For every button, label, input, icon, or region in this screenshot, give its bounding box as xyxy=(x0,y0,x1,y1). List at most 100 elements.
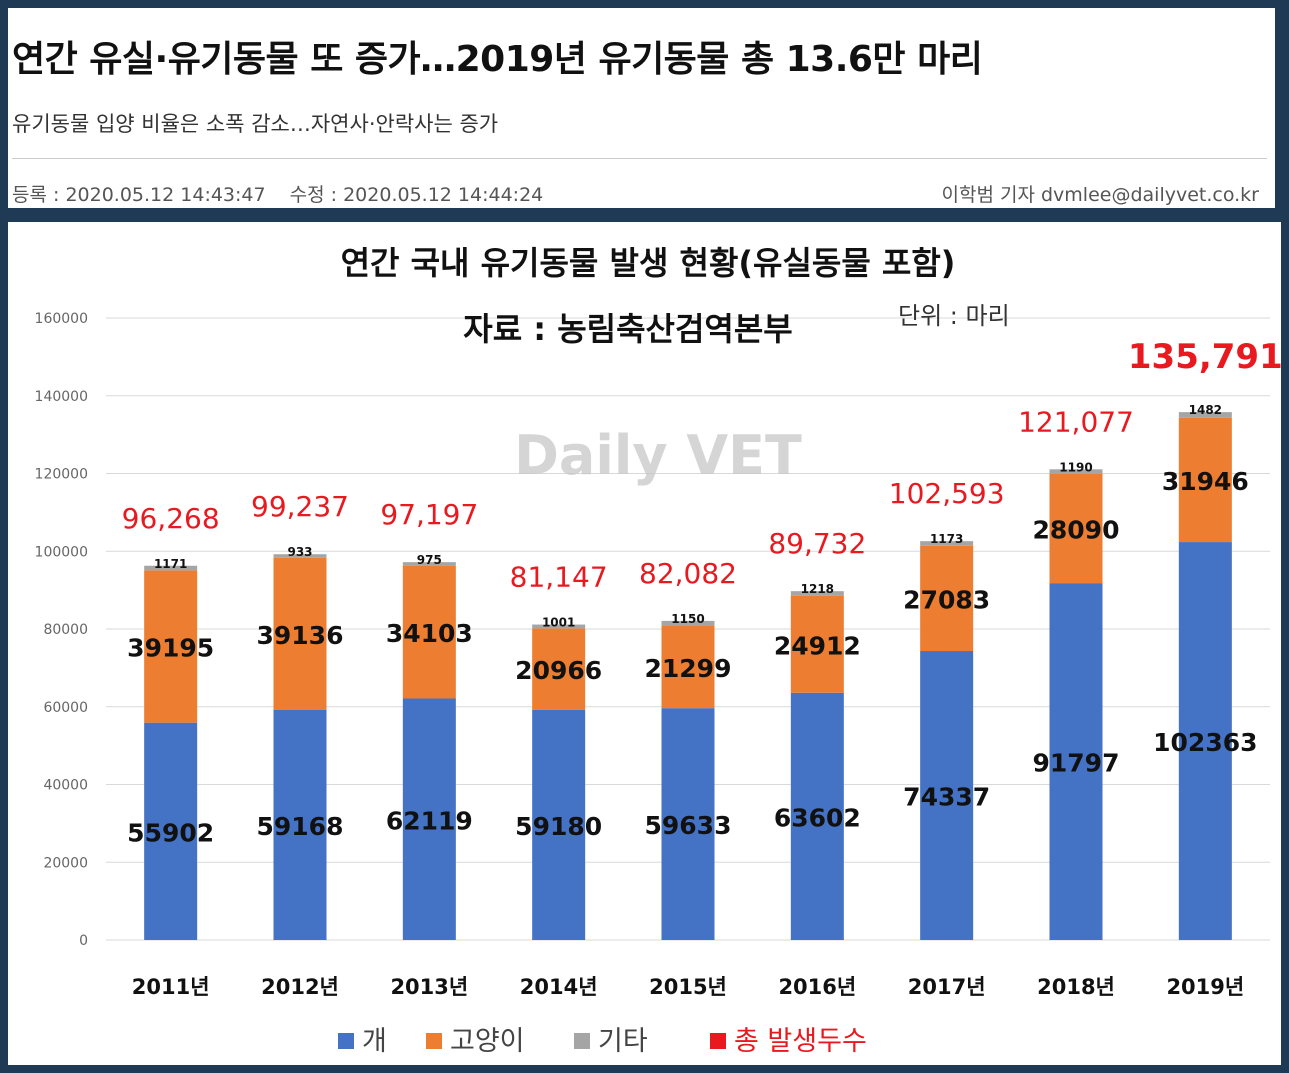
chart-title: 연간 국내 유기동물 발생 현황(유실동물 포함) xyxy=(341,244,956,282)
bar-segment xyxy=(661,620,715,626)
data-label: 34103 xyxy=(386,619,473,648)
data-label: 24912 xyxy=(774,631,861,660)
data-label: 1171 xyxy=(154,557,187,571)
bar-segment xyxy=(790,595,844,693)
data-label: 1001 xyxy=(542,616,575,630)
bar-segment xyxy=(532,624,586,629)
y-tick-label: 20000 xyxy=(43,855,88,871)
bar-segment xyxy=(1178,417,1232,543)
data-label: 59180 xyxy=(515,812,602,841)
bar-segment xyxy=(402,698,456,940)
watermark: Daily VET xyxy=(514,424,802,487)
bar-segment xyxy=(920,545,974,652)
y-tick-label: 0 xyxy=(79,933,88,949)
data-label: 31946 xyxy=(1162,467,1249,496)
bar-segment xyxy=(402,562,456,566)
data-label: 59168 xyxy=(257,812,344,841)
total-label: 99,237 xyxy=(251,490,349,523)
legend-label: 고양이 xyxy=(450,1026,525,1057)
data-label: 74337 xyxy=(903,783,990,812)
article-subheadline: 유기동물 입양 비율은 소폭 감소…자연사·안락사는 증가 xyxy=(12,112,499,136)
divider xyxy=(12,158,1267,159)
data-label: 91797 xyxy=(1033,749,1120,778)
data-label: 975 xyxy=(417,553,442,567)
data-label: 1482 xyxy=(1189,403,1222,417)
data-label: 62119 xyxy=(386,806,473,835)
data-label: 1218 xyxy=(801,582,834,596)
article-header: 연간 유실·유기동물 또 증가…2019년 유기동물 총 13.6만 마리 유기… xyxy=(6,6,1277,210)
total-label: 82,082 xyxy=(639,557,737,590)
bar-segment xyxy=(144,565,198,571)
bar-segment xyxy=(144,570,198,723)
article-headline: 연간 유실·유기동물 또 증가…2019년 유기동물 총 13.6만 마리 xyxy=(12,39,983,80)
data-label: 1173 xyxy=(930,532,963,546)
data-label: 59633 xyxy=(645,811,732,840)
data-label: 1190 xyxy=(1059,460,1092,474)
chart-subtitle: 자료 : 농림축산검역본부 xyxy=(463,310,792,348)
x-tick-label: 2015년 xyxy=(649,975,727,999)
data-label: 933 xyxy=(287,545,312,559)
bar-segment xyxy=(144,722,198,940)
total-label: 97,197 xyxy=(380,498,478,531)
x-tick-label: 2016년 xyxy=(778,975,856,999)
legend-label: 기타 xyxy=(598,1026,648,1057)
bar-segment xyxy=(1049,583,1103,940)
bar-segment xyxy=(1049,473,1103,584)
legend-label: 총 발생두수 xyxy=(734,1026,867,1057)
total-label: 121,077 xyxy=(1018,405,1134,438)
bar-segment xyxy=(1178,412,1232,418)
legend-swatch xyxy=(574,1033,590,1049)
chart-panel: 0 20000 40000 60000 80000 100000 120000 140000 1… xyxy=(6,220,1283,1067)
bar-segment xyxy=(532,628,586,710)
bar-segment xyxy=(790,591,844,596)
data-label: 27083 xyxy=(903,585,990,614)
total-label: 89,732 xyxy=(768,527,866,560)
bar-segment xyxy=(790,692,844,940)
data-label: 28090 xyxy=(1033,516,1120,545)
data-label: 39195 xyxy=(127,633,214,662)
registered-date: 등록 : 2020.05.12 14:43:47 xyxy=(12,184,266,206)
x-tick-label: 2019년 xyxy=(1166,975,1244,999)
bar-segment xyxy=(532,709,586,940)
unit-note: 단위 : 마리 xyxy=(898,302,1010,330)
article-dates: 등록 : 2020.05.12 14:43:47 수정 : 2020.05.12… xyxy=(12,180,561,207)
x-tick-label: 2013년 xyxy=(390,975,468,999)
x-tick-label: 2014년 xyxy=(520,975,598,999)
y-tick-label: 40000 xyxy=(43,778,88,794)
bar-segment xyxy=(661,708,715,940)
legend-label: 개 xyxy=(362,1026,387,1057)
bar-segment xyxy=(273,554,327,558)
total-label: 81,147 xyxy=(510,561,608,594)
total-label: 102,593 xyxy=(889,477,1005,510)
y-tick-label: 120000 xyxy=(35,467,88,483)
data-label: 39136 xyxy=(257,621,344,650)
bar-segment xyxy=(661,625,715,709)
x-tick-label: 2011년 xyxy=(132,975,210,999)
y-tick-label: 80000 xyxy=(43,622,88,638)
bar-segment xyxy=(920,541,974,546)
bar-segment xyxy=(273,557,327,710)
data-label: 20966 xyxy=(515,656,602,685)
article-byline[interactable]: 이학범 기자 dvmlee@dailyvet.co.kr xyxy=(941,184,1259,206)
bar-segment xyxy=(1049,469,1103,474)
total-label: 135,791 xyxy=(1128,337,1281,377)
data-label: 21299 xyxy=(645,654,732,683)
bar-segment xyxy=(402,565,456,699)
bar-segment xyxy=(920,651,974,940)
y-tick-label: 60000 xyxy=(43,700,88,716)
x-tick-label: 2017년 xyxy=(908,975,986,999)
legend-swatch xyxy=(426,1033,442,1049)
data-label: 63602 xyxy=(774,803,861,832)
y-tick-label: 160000 xyxy=(35,311,88,327)
y-tick-label: 100000 xyxy=(35,544,88,560)
x-tick-label: 2018년 xyxy=(1037,975,1115,999)
stacked-bar-chart: 0 20000 40000 60000 80000 100000 120000 140000 1… xyxy=(35,244,1281,1057)
bar-segment xyxy=(1178,542,1232,940)
total-label: 96,268 xyxy=(122,502,220,535)
legend-swatch xyxy=(338,1033,354,1049)
modified-date: 수정 : 2020.05.12 14:44:24 xyxy=(289,184,544,206)
data-label: 102363 xyxy=(1153,728,1257,757)
legend-swatch xyxy=(710,1033,726,1049)
data-label: 55902 xyxy=(127,818,214,847)
bar-segment xyxy=(273,709,327,940)
